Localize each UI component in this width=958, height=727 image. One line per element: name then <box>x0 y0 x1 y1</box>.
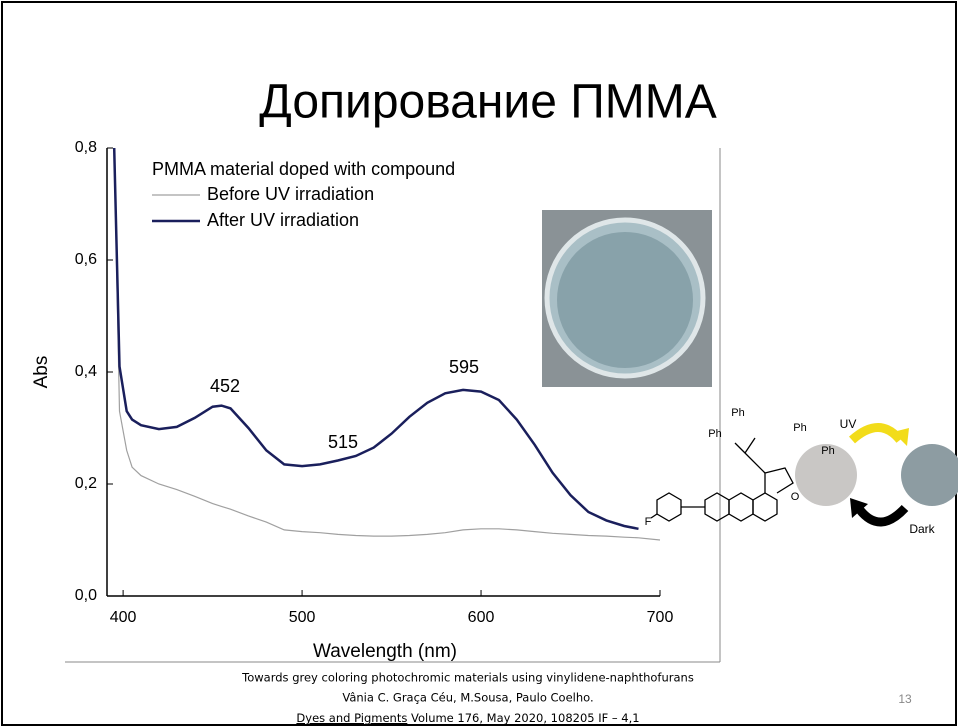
x-tick-label: 600 <box>468 609 495 626</box>
peak-label: 515 <box>328 432 358 452</box>
y-tick-label: 0,6 <box>75 251 97 268</box>
atom-label: Ph <box>708 428 721 440</box>
y-tick-label: 0,8 <box>75 139 97 156</box>
atom-label: F <box>645 516 652 528</box>
legend-label: After UV irradiation <box>207 210 359 230</box>
y-tick-label: 0,2 <box>75 475 97 492</box>
citation: Towards grey coloring photochromic mater… <box>241 671 694 685</box>
x-tick-label: 400 <box>110 609 137 626</box>
citation: Vânia C. Graça Céu, M.Sousa, Paulo Coelh… <box>342 691 593 705</box>
scheme-label: Dark <box>909 522 935 536</box>
x-tick-label: 500 <box>289 609 316 626</box>
dish-film <box>557 232 693 368</box>
atom-label: Ph <box>793 422 806 434</box>
atom-label: O <box>791 491 800 503</box>
slide: Допирование ПММА Abs Wavelength (nm) PMM… <box>0 0 958 727</box>
page-number: 13 <box>898 692 912 706</box>
journal: Dyes and Pigments <box>296 711 407 725</box>
y-tick-label: 0,0 <box>75 587 97 604</box>
legend-label: Before UV irradiation <box>207 184 374 204</box>
citation: Dyes and Pigments Volume 176, May 2020, … <box>296 711 639 725</box>
y-tick-label: 0,4 <box>75 363 97 380</box>
atom-label: Ph <box>821 445 834 457</box>
journal-details: Volume 176, May 2020, 108205 IF – 4,1 <box>407 711 639 725</box>
atom-label: Ph <box>731 407 744 419</box>
peak-label: 595 <box>449 357 479 377</box>
page: Допирование ПММА Abs Wavelength (nm) PMM… <box>0 0 958 727</box>
scheme-label: UV <box>840 417 857 431</box>
x-tick-label: 700 <box>647 609 674 626</box>
peak-label: 452 <box>210 376 240 396</box>
x-axis-label: Wavelength (nm) <box>313 641 457 662</box>
legend-title: PMMA material doped with compound <box>152 159 455 179</box>
slide-title: Допирование ПММА <box>259 76 716 129</box>
y-axis-label: Abs <box>31 356 52 389</box>
